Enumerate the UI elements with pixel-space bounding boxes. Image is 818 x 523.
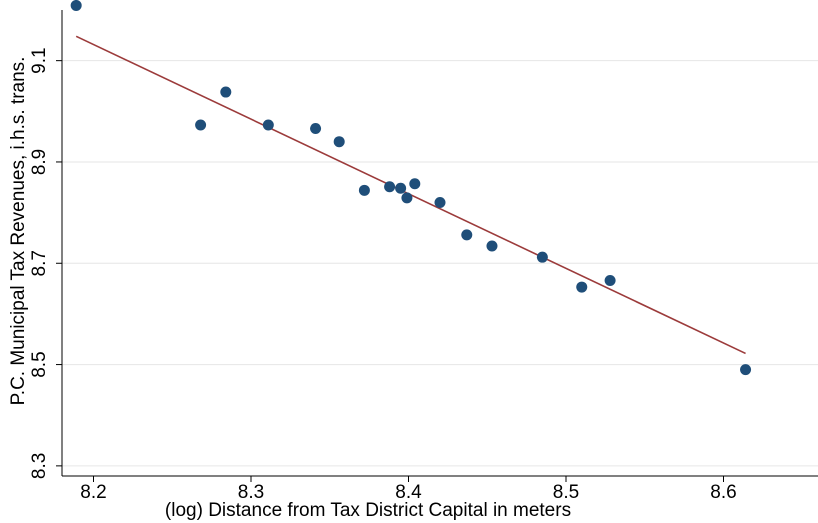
data-point: [395, 182, 407, 194]
x-tick-label: 8.5: [553, 482, 579, 503]
y-axis-title: P.C. Municipal Tax Revenues, i.h.s. tran…: [8, 57, 29, 406]
data-point: [536, 251, 548, 263]
data-point: [70, 0, 82, 11]
x-tick-labels: 8.2 8.3 8.4 8.5 8.6: [80, 482, 736, 503]
data-point: [384, 181, 396, 193]
y-tick-label: 9.1: [29, 47, 50, 73]
y-tick-label: 8.3: [29, 453, 50, 479]
x-tick-label: 8.2: [80, 482, 106, 503]
y-tick-labels: 8.3 8.5 8.7 8.9 9.1: [29, 47, 50, 479]
data-point: [604, 274, 616, 286]
data-point: [409, 178, 421, 190]
data-point: [310, 123, 322, 135]
data-point: [434, 196, 446, 208]
data-point: [401, 192, 413, 204]
data-point: [220, 86, 232, 98]
y-tick-label: 8.5: [29, 351, 50, 377]
data-point: [333, 136, 345, 148]
data-point: [740, 364, 752, 376]
y-tick-label: 8.7: [29, 250, 50, 276]
data-point: [195, 119, 207, 131]
data-point: [576, 281, 588, 293]
data-point: [262, 119, 274, 131]
data-point: [461, 229, 473, 241]
x-tick-label: 8.4: [395, 482, 422, 503]
points-group: [70, 0, 752, 376]
data-point: [486, 240, 498, 252]
grid-lines: [62, 60, 818, 467]
x-tick-label: 8.3: [238, 482, 264, 503]
data-point: [358, 184, 370, 196]
x-axis-title: (log) Distance from Tax District Capital…: [165, 500, 571, 521]
x-tick-label: 8.6: [710, 482, 736, 503]
axes: [56, 10, 818, 482]
y-tick-label: 8.9: [29, 149, 50, 175]
